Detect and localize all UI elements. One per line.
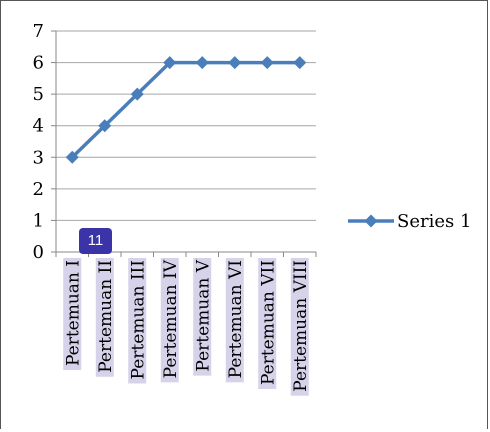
y-tick-label: 1 — [33, 210, 44, 231]
data-point — [98, 119, 112, 133]
x-tick-label: Pertemuan VI — [226, 260, 246, 378]
x-tick-label: Pertemuan VII — [258, 260, 278, 385]
x-tick-labels: Pertemuan I Pertemuan II Pertemuan III Pert… — [63, 259, 311, 391]
data-point — [195, 56, 209, 70]
legend-marker — [364, 214, 378, 228]
data-point — [163, 56, 177, 70]
gridlines — [56, 30, 316, 221]
legend: Series 1 — [348, 211, 471, 232]
data-point — [293, 56, 307, 70]
data-point — [228, 56, 242, 70]
y-tick-label: 3 — [33, 147, 44, 168]
x-tick-label: Pertemuan V — [193, 259, 213, 371]
y-tick-label: 4 — [33, 116, 44, 137]
y-tick-label: 6 — [33, 53, 44, 74]
axes — [51, 30, 317, 257]
page-number-badge: 11 — [79, 228, 112, 254]
y-tick-label: 2 — [33, 179, 44, 200]
label-highlight — [128, 258, 147, 384]
data-point — [130, 87, 144, 101]
label-highlight — [225, 258, 244, 383]
x-tick-label: Pertemuan I — [63, 260, 83, 366]
x-tick-label: Pertemuan III — [128, 260, 148, 379]
y-tick-label: 5 — [33, 84, 44, 105]
label-highlights — [63, 258, 309, 396]
legend-label: Series 1 — [397, 211, 471, 232]
x-tick-label: Pertemuan VIII — [291, 260, 311, 392]
y-tick-label: 0 — [33, 242, 44, 263]
data-point — [260, 56, 274, 70]
label-highlight — [95, 258, 114, 377]
label-highlight — [160, 258, 179, 383]
label-highlight — [258, 258, 277, 390]
y-tick-label: 7 — [33, 21, 44, 42]
y-tick-labels: 0 1 2 3 4 5 6 7 — [33, 21, 44, 263]
series-line — [71, 60, 300, 159]
label-highlight — [290, 258, 309, 396]
series-layer — [65, 56, 307, 164]
label-highlight — [63, 258, 82, 371]
data-point — [65, 150, 79, 164]
label-highlight — [193, 258, 212, 376]
x-tick-label: Pertemuan II — [96, 260, 116, 373]
x-tick-label: Pertemuan IV — [161, 259, 181, 378]
